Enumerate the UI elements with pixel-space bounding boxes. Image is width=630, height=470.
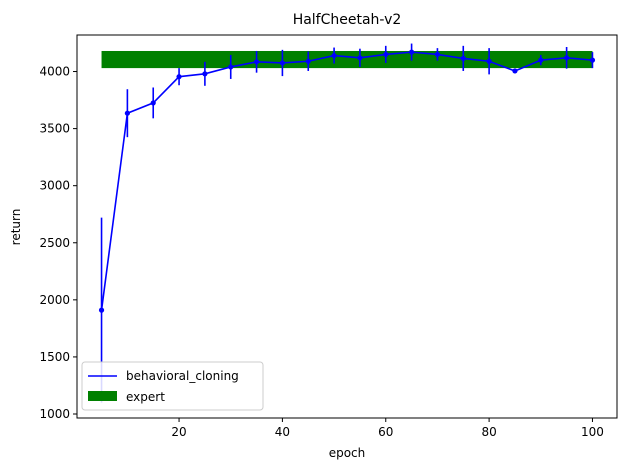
data-point: [383, 51, 389, 58]
legend: behavioral_cloning expert: [81, 361, 264, 411]
y-tick-label: 4000: [39, 65, 70, 79]
series-layer: [98, 43, 596, 403]
expert-band-layer: [101, 50, 593, 69]
x-tick-label: 80: [481, 425, 496, 439]
y-tick-label: 1000: [39, 407, 70, 421]
data-point: [434, 51, 441, 58]
data-point: [564, 55, 570, 61]
data-point: [331, 52, 337, 59]
legend-label-bc: behavioral_cloning: [126, 369, 239, 383]
data-point: [98, 307, 105, 313]
y-tick-label: 2000: [39, 293, 70, 307]
legend-label-expert: expert: [126, 390, 165, 404]
x-axis: 20 40 60 80 100: [171, 418, 604, 439]
data-point: [357, 55, 363, 61]
y-tick-label: 3500: [39, 122, 70, 136]
data-point: [253, 59, 260, 65]
y-axis-label: return: [9, 209, 23, 246]
x-tick-label: 60: [378, 425, 393, 439]
legend-box: [81, 361, 264, 411]
data-point: [202, 71, 208, 77]
y-tick-label: 2500: [39, 236, 70, 250]
data-point: [124, 110, 130, 116]
expert-band: [101, 50, 593, 69]
data-point: [589, 57, 596, 63]
data-point: [176, 74, 182, 80]
series-line: [100, 51, 593, 311]
data-point: [279, 60, 286, 66]
chart-title: HalfCheetah-v2: [293, 12, 402, 28]
x-tick-label: 40: [275, 425, 290, 439]
legend-patch-swatch: [88, 391, 117, 401]
data-point: [150, 100, 156, 106]
data-point: [538, 57, 544, 63]
plot-frame: [76, 34, 618, 419]
plot-area: [76, 34, 618, 419]
data-point: [408, 49, 415, 55]
x-tick-label: 20: [171, 425, 186, 439]
y-tick-label: 1500: [39, 350, 70, 364]
data-point: [486, 58, 492, 64]
data-point: [305, 58, 311, 64]
data-point: [512, 68, 518, 74]
data-point: [460, 55, 466, 62]
y-axis: 1000 1500 2000 2500 3000 3500 4000: [39, 65, 77, 421]
y-tick-label: 3000: [39, 179, 70, 193]
x-tick-label: 100: [581, 425, 604, 439]
x-axis-label: epoch: [329, 446, 366, 460]
data-point: [228, 64, 234, 70]
